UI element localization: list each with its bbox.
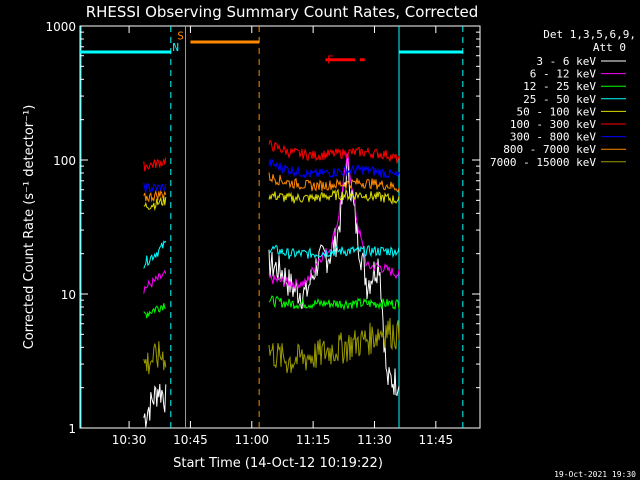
series-layer <box>143 139 400 428</box>
series-line <box>268 139 400 164</box>
legend-label: 12 - 25 keV <box>523 80 596 93</box>
series-line <box>143 341 167 375</box>
y-tick-label: 1 <box>68 422 76 436</box>
series-line <box>143 157 167 172</box>
plot-frame <box>79 25 481 429</box>
annotation-label: F <box>327 54 334 67</box>
series-line <box>143 240 167 269</box>
x-tick-label: 10:30 <box>112 433 147 447</box>
legend-label: 3 - 6 keV <box>536 55 596 68</box>
series-line <box>143 383 167 428</box>
y-axis-ticks: 1 10 100 1000 <box>45 20 480 436</box>
chart-title: RHESSI Observing Summary Count Rates, Co… <box>86 3 479 21</box>
series-line <box>268 317 400 374</box>
legend-label: 50 - 100 keV <box>517 105 597 118</box>
series-line <box>268 244 400 260</box>
x-tick-label: 10:45 <box>173 433 208 447</box>
series-line <box>268 188 400 205</box>
x-tick-label: 11:00 <box>234 433 269 447</box>
series-line <box>268 152 400 289</box>
series-line <box>143 189 167 203</box>
legend-label: 100 - 300 keV <box>510 118 596 131</box>
series-line <box>268 157 400 179</box>
series-line <box>143 182 167 194</box>
series-line <box>143 269 167 294</box>
legend-label: 7000 - 15000 keV <box>490 156 596 169</box>
marker-layer <box>80 26 464 428</box>
y-axis-label: Corrected Count Rate (s⁻¹ detector⁻¹) <box>22 105 37 350</box>
legend-header-line-2: Att 0 <box>593 41 626 54</box>
annotation-layer: SN F <box>172 29 333 66</box>
series-line <box>143 196 167 212</box>
footer-timestamp: 19-Oct-2021 19:30 <box>554 470 636 479</box>
legend-header-line-1: Det 1,3,5,6,9, <box>543 28 636 41</box>
series-line <box>268 295 400 311</box>
x-axis-ticks: 10:30 10:45 11:00 11:15 11:30 11:45 <box>112 26 453 447</box>
legend-label: 6 - 12 keV <box>530 68 597 81</box>
annotation-label: S <box>177 29 184 42</box>
legend-label: 25 - 50 keV <box>523 93 596 106</box>
series-line <box>268 154 400 397</box>
y-tick-label: 10 <box>61 288 76 302</box>
annotation-label: N <box>172 41 179 54</box>
legend-label: 800 - 7000 keV <box>503 143 596 156</box>
series-line <box>143 303 166 319</box>
legend-label: 300 - 800 keV <box>510 131 596 144</box>
x-tick-label: 11:30 <box>357 433 392 447</box>
y-tick-label: 1000 <box>45 20 76 34</box>
x-tick-label: 11:45 <box>419 433 454 447</box>
x-tick-label: 11:15 <box>296 433 331 447</box>
x-axis-label: Start Time (14-Oct-12 10:19:22) <box>173 456 383 471</box>
series-line <box>268 172 400 193</box>
y-tick-label: 100 <box>53 154 76 168</box>
